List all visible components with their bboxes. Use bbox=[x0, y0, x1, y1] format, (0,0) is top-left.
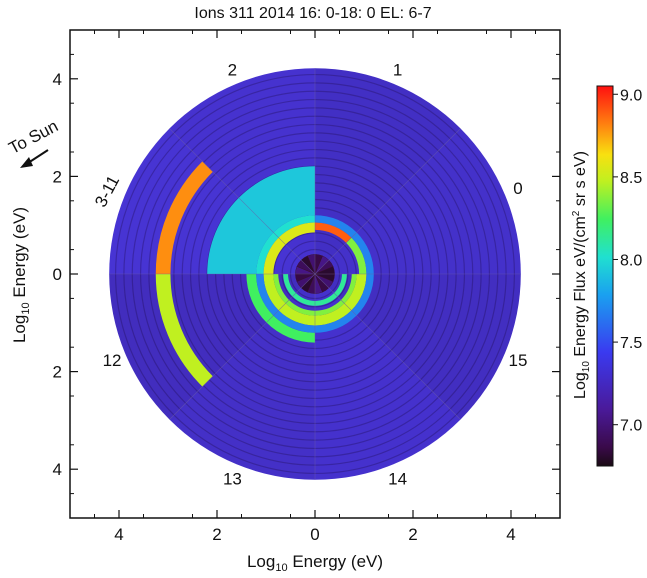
colorbar-gradient bbox=[596, 85, 614, 467]
sun-label: To Sun bbox=[6, 116, 62, 158]
colorbar-tick-label: 8.5 bbox=[620, 170, 642, 187]
sector-shading bbox=[109, 68, 521, 480]
sector-label: 13 bbox=[223, 469, 242, 488]
sector-label: 15 bbox=[509, 351, 528, 370]
polar-disc bbox=[109, 68, 521, 480]
sector-shade bbox=[328, 274, 521, 420]
colorbar: 9.0 8.5 8.0 7.5 7.0 Log10 Energy Flux eV/(cm… bbox=[571, 85, 642, 467]
sector-shade bbox=[169, 287, 315, 480]
sun-direction-indicator: To Sun bbox=[6, 116, 62, 168]
flux-arc bbox=[315, 222, 352, 243]
flux-arc bbox=[283, 274, 347, 306]
x-tick-label: 4 bbox=[506, 525, 515, 544]
y-tick-label: 2 bbox=[53, 167, 62, 186]
sector-shade bbox=[109, 274, 302, 420]
sector-label: 14 bbox=[388, 469, 407, 488]
axis-ticks: 4 2 0 2 4 4 2 0 2 4 bbox=[53, 30, 560, 544]
flux-arc bbox=[263, 222, 315, 274]
y-tick-label: 0 bbox=[53, 265, 62, 284]
sector-label: 12 bbox=[103, 351, 122, 370]
flux-arc bbox=[256, 215, 315, 274]
colorbar-tick-label: 9.0 bbox=[620, 87, 642, 104]
x-axis-label: Log10 Energy (eV) bbox=[247, 552, 383, 574]
y-tick-label: 4 bbox=[53, 460, 62, 479]
sector-boundary bbox=[169, 128, 316, 275]
sector-label: 0 bbox=[513, 179, 522, 198]
x-tick-label: 0 bbox=[310, 525, 319, 544]
sector-shade bbox=[315, 287, 461, 480]
colorbar-tick-label: 7.0 bbox=[620, 418, 642, 435]
flux-arc bbox=[263, 274, 367, 326]
sector-label: 1 bbox=[393, 61, 402, 80]
sector-boundary bbox=[314, 128, 461, 275]
sector-boundary bbox=[314, 273, 461, 420]
y-tick-label: 4 bbox=[53, 70, 62, 89]
y-tick-label: 2 bbox=[53, 363, 62, 382]
sector-shade bbox=[328, 128, 521, 274]
colorbar-label: Log10 Energy Flux eV/(cm2 sr s eV) bbox=[571, 151, 592, 399]
flux-arc bbox=[155, 161, 213, 274]
sector-label: 2 bbox=[228, 61, 237, 80]
x-tick-label: 2 bbox=[212, 525, 221, 544]
flux-arc bbox=[256, 274, 374, 333]
sector-label: 3-11 bbox=[91, 172, 123, 210]
chart-title: Ions 311 2014 16: 0-18: 0 EL: 6-7 bbox=[194, 5, 431, 22]
colorbar-tick-label: 7.5 bbox=[620, 335, 642, 352]
x-tick-label: 4 bbox=[114, 525, 123, 544]
colorbar-ticks: 9.0 8.5 8.0 7.5 7.0 bbox=[613, 87, 642, 435]
x-tick-label: 2 bbox=[408, 525, 417, 544]
colorbar-tick-label: 8.0 bbox=[620, 252, 642, 269]
sun-arrow-head bbox=[20, 157, 33, 168]
flux-arc bbox=[155, 274, 213, 387]
flux-arc bbox=[346, 237, 367, 274]
flux-arc bbox=[246, 274, 315, 343]
y-axis-label: Log10 Energy (eV) bbox=[10, 207, 32, 343]
sector-shade bbox=[315, 68, 461, 261]
sun-arrow-line bbox=[27, 149, 49, 164]
flux-arc bbox=[273, 274, 357, 316]
flux-arc bbox=[315, 215, 374, 274]
sector-boundary bbox=[169, 273, 316, 420]
